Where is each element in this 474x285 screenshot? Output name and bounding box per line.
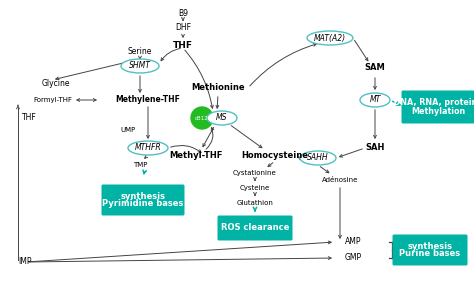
Text: Homocysteine: Homocysteine: [241, 150, 309, 160]
Text: UMP: UMP: [120, 127, 136, 133]
Text: SAH: SAH: [365, 144, 385, 152]
Text: IMP: IMP: [18, 258, 31, 266]
Text: Pyrimidine bases: Pyrimidine bases: [102, 200, 184, 208]
Text: SAM: SAM: [365, 64, 385, 72]
Text: DHF: DHF: [175, 23, 191, 32]
Text: THF: THF: [22, 113, 37, 123]
Ellipse shape: [121, 59, 159, 73]
FancyBboxPatch shape: [401, 91, 474, 123]
Text: Purine bases: Purine bases: [400, 249, 461, 258]
Text: (DNA, RNA, proteins): (DNA, RNA, proteins): [390, 98, 474, 107]
Text: Cysteine: Cysteine: [240, 185, 270, 191]
Text: cB12: cB12: [195, 115, 209, 121]
Text: Methionine: Methionine: [191, 84, 245, 93]
Text: MT: MT: [369, 95, 381, 105]
Text: TMP: TMP: [133, 162, 147, 168]
Text: Serine: Serine: [128, 48, 152, 56]
Text: Formyl-THF: Formyl-THF: [33, 97, 72, 103]
Text: ROS clearance: ROS clearance: [221, 223, 289, 233]
Text: SHMT: SHMT: [129, 62, 151, 70]
Ellipse shape: [128, 141, 168, 155]
FancyBboxPatch shape: [392, 235, 467, 266]
Text: MAT(A2): MAT(A2): [314, 34, 346, 42]
Text: MS: MS: [216, 113, 228, 123]
Text: Methylene-THF: Methylene-THF: [116, 95, 181, 105]
Text: B9: B9: [178, 9, 188, 17]
Text: GMP: GMP: [345, 253, 362, 262]
Ellipse shape: [207, 111, 237, 125]
Text: THF: THF: [173, 42, 193, 50]
Ellipse shape: [300, 151, 336, 165]
Text: SAHH: SAHH: [307, 154, 329, 162]
Text: synthesis: synthesis: [408, 242, 453, 251]
Text: MTHFR: MTHFR: [135, 144, 161, 152]
Text: synthesis: synthesis: [120, 192, 165, 201]
Text: Glycine: Glycine: [42, 80, 71, 89]
Text: AMP: AMP: [345, 237, 362, 247]
Text: Methylation: Methylation: [411, 107, 465, 116]
Text: Cystationine: Cystationine: [233, 170, 277, 176]
Ellipse shape: [360, 93, 390, 107]
FancyBboxPatch shape: [218, 215, 292, 241]
Text: Glutathion: Glutathion: [237, 200, 273, 206]
Circle shape: [191, 107, 213, 129]
Text: Methyl-THF: Methyl-THF: [169, 150, 223, 160]
Ellipse shape: [307, 31, 353, 45]
Text: Adénosine: Adénosine: [322, 177, 358, 183]
FancyBboxPatch shape: [101, 184, 184, 215]
